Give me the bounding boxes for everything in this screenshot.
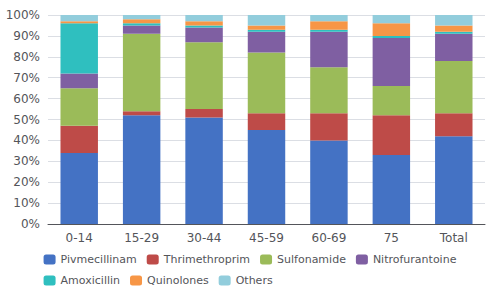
svg-text:30-44: 30-44 — [187, 231, 222, 245]
svg-text:40%: 40% — [13, 133, 40, 147]
svg-text:60-69: 60-69 — [311, 231, 346, 245]
svg-text:90%: 90% — [13, 29, 40, 43]
svg-text:Pivmecillinam: Pivmecillinam — [61, 253, 137, 266]
svg-text:Thrimethroprim: Thrimethroprim — [163, 253, 250, 266]
svg-text:Others: Others — [236, 274, 273, 287]
svg-text:30%: 30% — [13, 154, 40, 168]
svg-text:Quinolones: Quinolones — [147, 274, 209, 287]
svg-text:0-14: 0-14 — [66, 231, 93, 245]
svg-text:80%: 80% — [13, 50, 40, 64]
svg-text:70%: 70% — [13, 71, 40, 85]
svg-text:Amoxicillin: Amoxicillin — [61, 274, 120, 287]
svg-text:Total: Total — [439, 231, 468, 245]
svg-text:60%: 60% — [13, 92, 40, 106]
svg-text:20%: 20% — [13, 175, 40, 189]
svg-text:0%: 0% — [21, 217, 40, 231]
svg-text:75: 75 — [384, 231, 399, 245]
svg-text:Sulfonamide: Sulfonamide — [277, 253, 346, 266]
svg-text:45-59: 45-59 — [249, 231, 284, 245]
svg-text:100%: 100% — [6, 8, 40, 22]
svg-text:50%: 50% — [13, 113, 40, 127]
svg-text:Nitrofurantoine: Nitrofurantoine — [373, 253, 457, 266]
svg-text:15-29: 15-29 — [124, 231, 159, 245]
svg-text:10%: 10% — [13, 196, 40, 210]
